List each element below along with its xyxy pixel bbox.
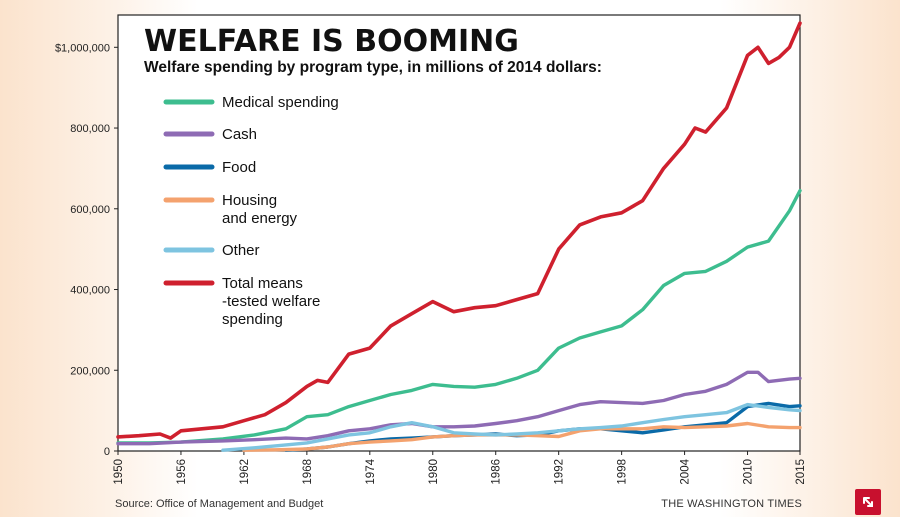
legend-label: spending: [222, 311, 283, 328]
legend-item: Other: [163, 242, 260, 259]
chart-svg: 0 200,000 400,000 600,000 800,000 $1,000,000 1…: [55, 14, 807, 485]
chart-title: WELFARE IS BOOMING: [144, 24, 519, 59]
expand-button[interactable]: [855, 489, 881, 515]
x-tick-label: 2010: [743, 459, 755, 485]
y-tick-label: 800,000: [70, 123, 110, 135]
legend-label: -tested welfare: [222, 293, 320, 310]
y-tick-label: 400,000: [70, 285, 110, 297]
legend-label: Total means: [222, 275, 303, 292]
text-layer: WELFARE IS BOOMING Welfare spending by p…: [144, 24, 602, 76]
chart-frame: 0 200,000 400,000 600,000 800,000 $1,000,000 1…: [55, 14, 807, 510]
expand-arrow-icon: [863, 497, 873, 507]
legend-item: Food: [163, 159, 256, 176]
axis-layer: 0 200,000 400,000 600,000 800,000 $1,000,000 1…: [55, 14, 807, 485]
y-tick-label: 600,000: [70, 204, 110, 216]
x-tick-label: 2004: [680, 458, 692, 484]
publisher-credit: THE WASHINGTON TIMES: [661, 498, 802, 510]
legend-label: Other: [222, 242, 260, 259]
series-line-medical-spending: [116, 188, 802, 445]
legend-label: and energy: [222, 210, 298, 227]
source-note: Source: Office of Management and Budget: [115, 498, 324, 510]
legend-label: Cash: [222, 126, 257, 143]
x-tick-label: 1968: [302, 459, 314, 485]
series-line-other: [221, 402, 802, 452]
x-tick-label: 1950: [113, 459, 125, 485]
x-tick-label: 2015: [795, 459, 807, 485]
series-layer: [116, 21, 802, 452]
legend-item: Cash: [163, 126, 257, 143]
y-tick-label: 0: [104, 446, 110, 458]
legend-item: Medical spending: [163, 94, 339, 111]
series-line-total-means-tested-welfare-spending: [116, 21, 802, 440]
x-tick-label: 1980: [428, 459, 440, 485]
x-tick-label: 1956: [176, 459, 188, 485]
chart-subtitle: Welfare spending by program type, in mil…: [144, 59, 602, 76]
x-tick-label: 1992: [554, 459, 566, 485]
x-tick-label: 1962: [239, 459, 251, 485]
x-tick-label: 1974: [365, 458, 377, 484]
x-tick-label: 1998: [617, 459, 629, 485]
legend-label: Housing: [222, 192, 277, 209]
legend-label: Medical spending: [222, 94, 339, 111]
series-line-housing-and-energy: [242, 421, 802, 452]
plot-area: [117, 14, 801, 452]
y-tick-label: 200,000: [70, 365, 110, 377]
series-line-cash: [116, 370, 802, 446]
y-tick-label: $1,000,000: [55, 42, 110, 54]
legend-label: Food: [222, 159, 256, 176]
x-tick-label: 1986: [491, 459, 503, 485]
